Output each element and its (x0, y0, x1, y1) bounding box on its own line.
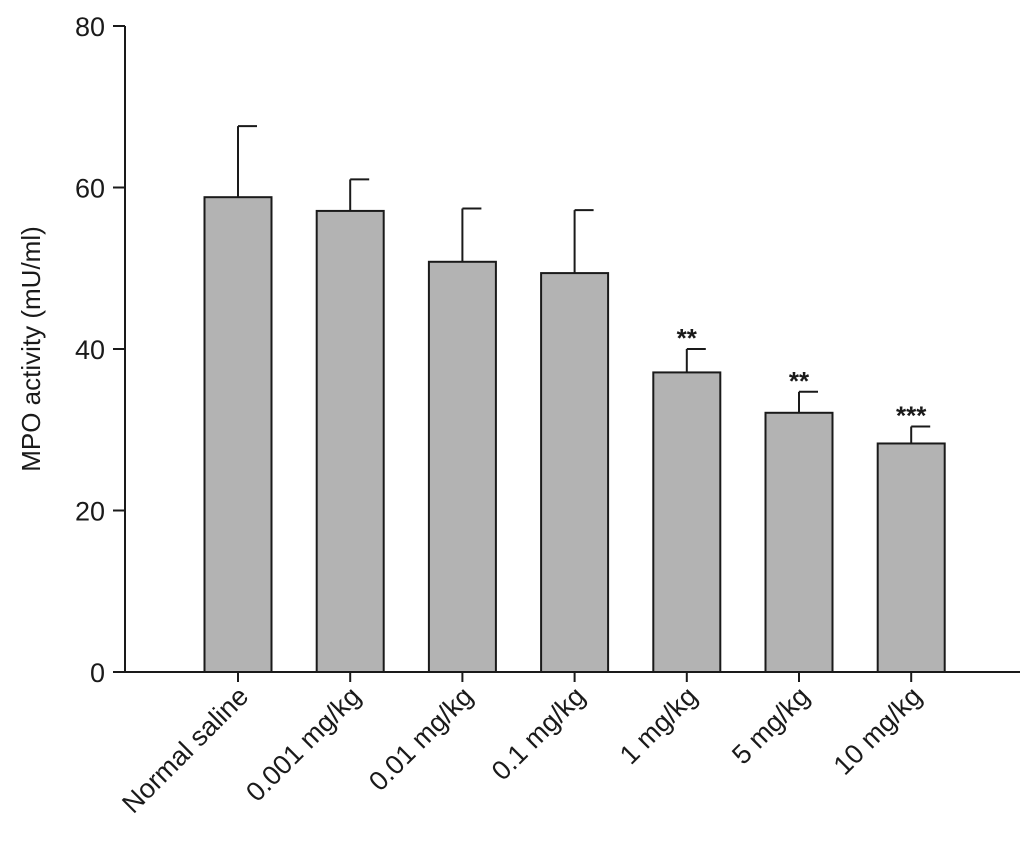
bars-layer: ******* (203, 125, 946, 674)
significance-annotation: *** (896, 401, 927, 431)
x-tick-label: 0.1 mg/kg (486, 681, 591, 786)
bar (203, 196, 273, 673)
y-tick-label: 20 (75, 497, 105, 527)
bar (315, 209, 385, 673)
bar (876, 442, 946, 674)
y-tick-label: 40 (75, 335, 105, 365)
significance-annotation: ** (789, 366, 810, 396)
bar (427, 260, 497, 673)
y-tick-label: 80 (75, 12, 105, 42)
bar (764, 411, 834, 673)
y-tick-label: 60 (75, 174, 105, 204)
y-axis-title: MPO activity (mU/ml) (16, 226, 46, 472)
x-tick-label: 1 mg/kg (614, 681, 703, 770)
x-tick-label: 0.001 mg/kg (240, 681, 366, 807)
x-tick-label: 10 mg/kg (828, 681, 928, 781)
bar (652, 371, 722, 673)
x-tick-label: 5 mg/kg (726, 681, 815, 770)
bar (540, 272, 610, 673)
x-tick-label: Normal saline (116, 681, 254, 819)
y-tick-label: 0 (90, 658, 105, 688)
significance-annotation: ** (677, 323, 698, 353)
x-tick-label: 0.01 mg/kg (363, 681, 479, 797)
